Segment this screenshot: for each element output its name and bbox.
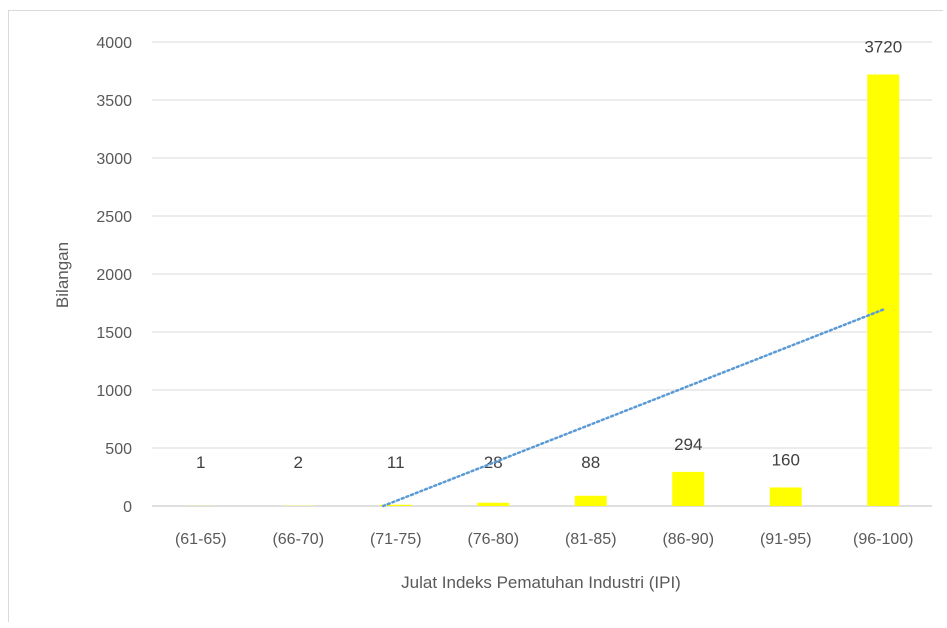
bar bbox=[867, 74, 900, 506]
data-labels: 1 2 11 28 88 294 160 3720 bbox=[196, 37, 902, 472]
x-tick-label: (91-95) bbox=[760, 531, 812, 548]
x-tick-label: (61-65) bbox=[175, 531, 227, 548]
bar bbox=[769, 487, 802, 506]
data-label: 3720 bbox=[864, 37, 902, 56]
x-tick-label: (71-75) bbox=[370, 531, 422, 548]
data-label: 160 bbox=[772, 450, 800, 469]
y-tick-label: 1000 bbox=[96, 383, 132, 400]
y-axis-ticks: 0 500 1000 1500 2000 2500 3000 3500 4000 bbox=[96, 35, 132, 516]
x-tick-label: (76-80) bbox=[467, 531, 519, 548]
y-tick-label: 1500 bbox=[96, 325, 132, 342]
bar bbox=[574, 495, 607, 506]
chart-frame bbox=[8, 10, 943, 622]
bar bbox=[672, 471, 705, 506]
y-tick-label: 2000 bbox=[96, 267, 132, 284]
x-tick-label: (96-100) bbox=[853, 531, 913, 548]
x-axis-title: Julat Indeks Pematuhan Industri (IPI) bbox=[401, 573, 681, 592]
trendline-line bbox=[381, 308, 885, 508]
trendline bbox=[381, 308, 885, 508]
x-axis-ticks: (61-65) (66-70) (71-75) (76-80) (81-85) (86-9… bbox=[175, 531, 914, 548]
data-label: 11 bbox=[387, 453, 405, 472]
y-tick-label: 500 bbox=[105, 441, 132, 458]
data-label: 28 bbox=[484, 453, 503, 472]
x-tick-label: (81-85) bbox=[565, 531, 617, 548]
y-tick-label: 2500 bbox=[96, 209, 132, 226]
bars bbox=[184, 74, 900, 506]
x-tick-label: (86-90) bbox=[662, 531, 714, 548]
data-label: 2 bbox=[294, 453, 303, 472]
x-tick-label: (66-70) bbox=[272, 531, 324, 548]
data-label: 88 bbox=[581, 453, 600, 472]
bar bbox=[379, 504, 412, 506]
y-tick-label: 3500 bbox=[96, 93, 132, 110]
y-tick-label: 0 bbox=[123, 499, 132, 516]
y-tick-label: 4000 bbox=[96, 35, 132, 52]
gridlines bbox=[152, 41, 932, 507]
y-tick-label: 3000 bbox=[96, 151, 132, 168]
y-axis-title: Bilangan bbox=[53, 242, 72, 308]
data-label: 1 bbox=[196, 453, 205, 472]
bar bbox=[477, 502, 510, 506]
data-label: 294 bbox=[674, 435, 702, 454]
